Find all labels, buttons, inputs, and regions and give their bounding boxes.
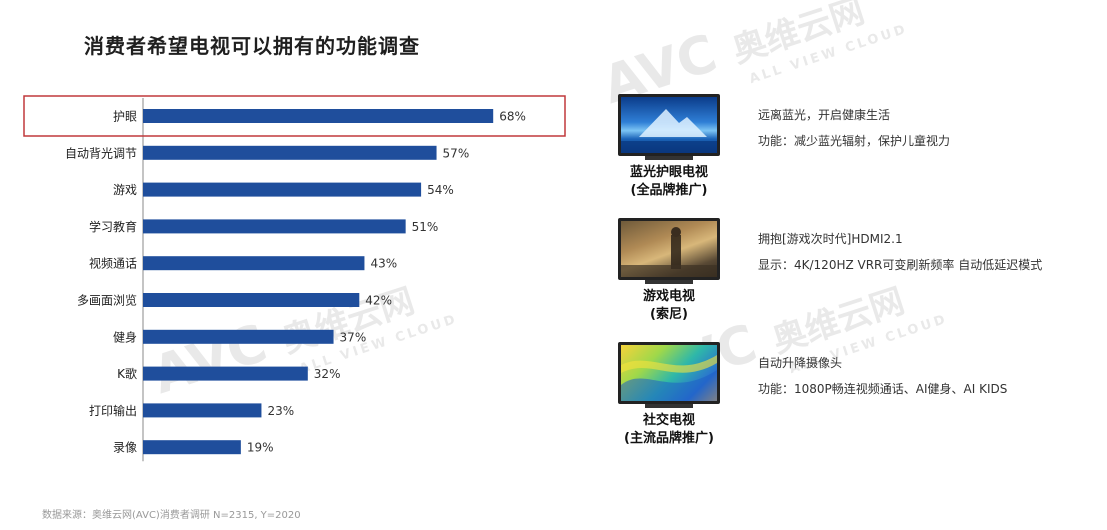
- category-label: 视频通话: [89, 256, 137, 271]
- feature-desc-line2: 功能：1080P畅连视频通话、AI健身、AI KIDS: [758, 382, 1008, 396]
- category-label: 游戏: [113, 183, 137, 197]
- feature-desc-line2: 显示：4K/120HZ VRR可变刷新频率 自动低延迟模式: [758, 258, 1043, 272]
- feature-game-tv: 游戏电视 (索尼) 拥抱[游戏次时代]HDMI2.1 显示：4K/120HZ V…: [610, 218, 1080, 338]
- bar: [143, 256, 365, 271]
- feature-name-line2: (索尼): [650, 307, 688, 322]
- feature-description: 自动升降摄像头 功能：1080P畅连视频通话、AI健身、AI KIDS: [758, 350, 1007, 402]
- bar: [143, 440, 241, 455]
- value-label: 42%: [365, 294, 392, 308]
- feature-description: 远离蓝光，开启健康生活 功能：减少蓝光辐射，保护儿童视力: [758, 102, 950, 154]
- tv-stand: [645, 404, 693, 408]
- feature-desc-line2: 功能：减少蓝光辐射，保护儿童视力: [758, 134, 951, 148]
- bar: [143, 219, 406, 234]
- feature-name: 游戏电视 (索尼): [610, 288, 728, 324]
- value-label: 57%: [443, 146, 470, 160]
- bar: [143, 109, 494, 123]
- highlight-box: [23, 95, 566, 137]
- feature-name: 蓝光护眼电视 (全品牌推广): [610, 164, 728, 200]
- value-label: 19%: [247, 441, 274, 455]
- category-label: 打印输出: [89, 403, 137, 418]
- feature-description: 拥抱[游戏次时代]HDMI2.1 显示：4K/120HZ VRR可变刷新频率 自…: [758, 226, 1042, 278]
- tv-stand: [645, 156, 693, 160]
- data-source-note: 数据来源：奥维云网(AVC)消费者调研 N=2315, Y=2020: [42, 510, 301, 521]
- bar-chart: 护眼 68% 自动背光调节 57% 游戏 54% 学习教育 51% 视频通话 43% 多画面浏览 42…: [23, 95, 566, 462]
- game-figure-icon: [621, 227, 717, 277]
- feature-name-line2: (全品牌推广): [630, 183, 708, 198]
- feature-social-tv: 社交电视 (主流品牌推广) 自动升降摄像头 功能：1080P畅连视频通话、AI健…: [610, 342, 1080, 462]
- bar: [143, 145, 437, 160]
- bar: [143, 403, 262, 418]
- feature-desc-line1: 拥抱[游戏次时代]HDMI2.1: [758, 232, 903, 246]
- value-label: 51%: [412, 220, 439, 234]
- category-label: 多画面浏览: [77, 293, 137, 308]
- bar: [143, 329, 334, 344]
- tv-stand: [645, 280, 693, 284]
- category-label: 录像: [113, 441, 137, 455]
- blue-mountain-tv-image: [618, 94, 720, 156]
- category-label: 学习教育: [89, 219, 137, 234]
- value-label: 23%: [267, 404, 294, 418]
- feature-blue-light-tv: 蓝光护眼电视 (全品牌推广) 远离蓝光，开启健康生活 功能：减少蓝光辐射，保护儿…: [610, 94, 1080, 214]
- bar: [143, 366, 308, 381]
- game-scene-tv-image: [618, 218, 720, 280]
- mountain-icon: [621, 109, 717, 153]
- bar: [143, 293, 360, 307]
- feature-desc-line1: 自动升降摄像头: [758, 356, 843, 370]
- value-label: 68%: [499, 110, 526, 124]
- feature-name-line1: 社交电视: [642, 413, 695, 428]
- value-label: 54%: [427, 183, 454, 197]
- value-label: 37%: [340, 330, 367, 344]
- watermark-en: ALL VIEW CLOUD: [747, 21, 910, 88]
- feature-name-line1: 游戏电视: [642, 289, 695, 304]
- feature-name-line2: (主流品牌推广): [624, 431, 714, 446]
- color-wave-tv-image: [618, 342, 720, 404]
- feature-desc-line1: 远离蓝光，开启健康生活: [758, 108, 891, 122]
- category-label: K歌: [117, 366, 137, 381]
- value-label: 32%: [314, 367, 341, 381]
- bar: [143, 182, 422, 197]
- category-label: 健身: [113, 329, 137, 344]
- feature-name-line1: 蓝光护眼电视: [629, 165, 708, 180]
- category-label: 自动背光调节: [65, 146, 137, 160]
- watermark-cn: 奥维云网: [727, 0, 870, 72]
- category-label: 护眼: [113, 110, 137, 124]
- value-label: 43%: [370, 257, 397, 271]
- chart-title: 消费者希望电视可以拥有的功能调查: [84, 34, 420, 58]
- feature-name: 社交电视 (主流品牌推广): [610, 412, 728, 448]
- wave-icon: [621, 355, 717, 401]
